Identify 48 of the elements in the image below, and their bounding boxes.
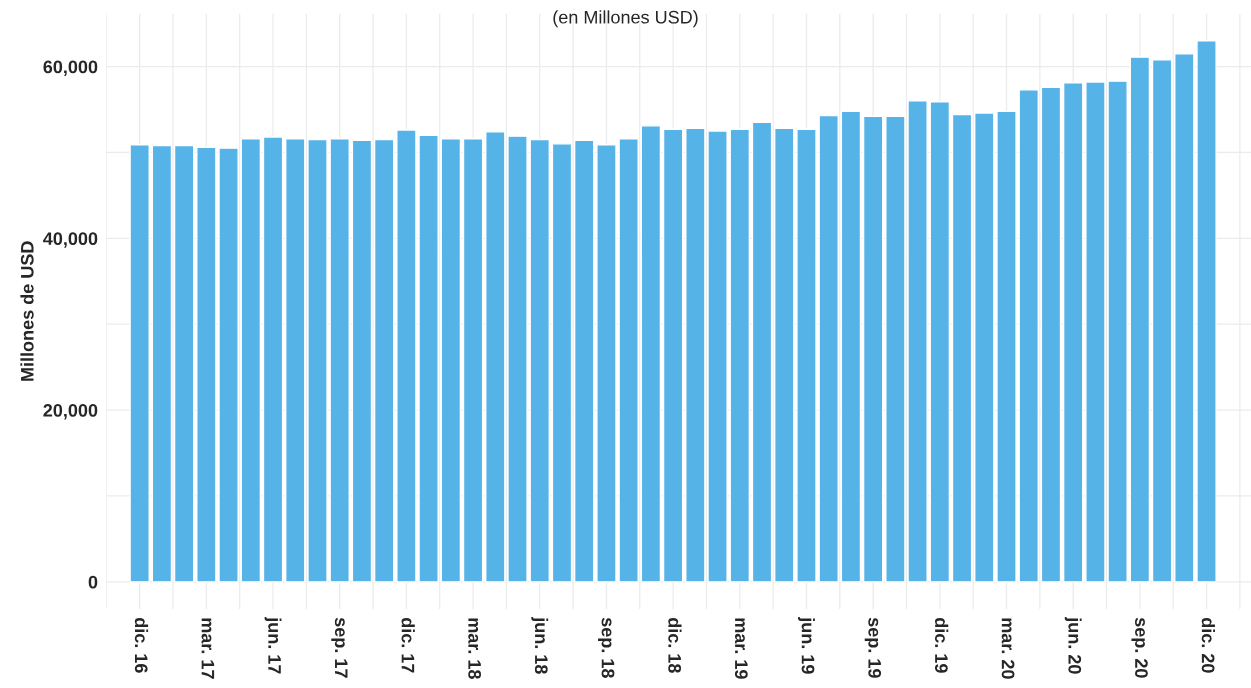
x-tick-label: mar. 18: [468, 618, 482, 679]
x-tick-label: dic. 16: [134, 617, 149, 673]
y-axis-title: Millones de USD: [20, 241, 34, 381]
bar: [1129, 56, 1151, 583]
x-tick-label: jun. 20: [1064, 616, 1082, 674]
bar: [129, 144, 150, 583]
bar: [862, 115, 884, 583]
x-tick-label: sep. 20: [1131, 617, 1148, 678]
bar: [573, 139, 595, 583]
bar: [929, 101, 951, 583]
x-tick-label: dic. 18: [668, 617, 682, 673]
bar: [662, 128, 684, 583]
x-tick-label: jun. 19: [798, 616, 815, 674]
y-tick-label: 20,000: [43, 404, 98, 420]
x-tick-label: sep. 19: [864, 617, 882, 678]
y-tick-label: 40,000: [43, 232, 98, 248]
bar: [1040, 86, 1062, 583]
bar: [1062, 82, 1084, 583]
x-tick-label: dic. 20: [1201, 617, 1215, 673]
bar: [440, 138, 462, 583]
bar: [462, 138, 484, 583]
x-tick-label: jun. 18: [531, 616, 549, 674]
bar: [240, 138, 262, 583]
bar: [951, 113, 973, 583]
bar: [151, 144, 173, 583]
bar: [173, 144, 195, 583]
bar: [351, 139, 373, 583]
bar: [840, 110, 862, 583]
x-tick-label: mar. 17: [201, 618, 215, 679]
x-tick-label: dic. 17: [401, 617, 415, 673]
bar: [640, 125, 662, 583]
x-tick-label: mar. 19: [734, 618, 748, 679]
x-tick-label: jun. 17: [264, 616, 282, 674]
bar: [529, 138, 551, 583]
bar: [773, 127, 795, 583]
y-tick-label: 0: [88, 575, 98, 589]
bar: [551, 143, 573, 583]
bar: [1151, 59, 1173, 583]
y-tick-label: 60,000: [43, 60, 98, 76]
bar: [751, 121, 773, 583]
bar: [729, 128, 751, 583]
x-tick-label: mar. 20: [1001, 618, 1015, 679]
bar: [373, 138, 395, 583]
x-tick-label: sep. 18: [598, 617, 615, 678]
x-tick-label: sep. 17: [331, 617, 348, 678]
bar: [262, 136, 284, 583]
chart-subtitle: (en Millones USD): [553, 10, 698, 28]
x-tick-label: dic. 19: [934, 617, 949, 673]
